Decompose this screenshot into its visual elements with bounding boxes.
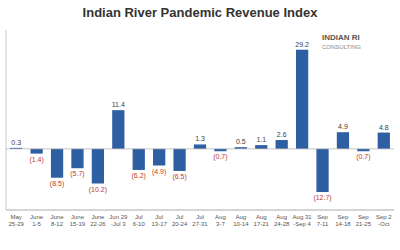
x-tick-label: June22-26	[90, 214, 106, 227]
data-label: 1.1	[256, 136, 266, 143]
data-label: 4.8	[379, 124, 389, 131]
x-tick-label: June15-19	[70, 214, 86, 227]
x-tick-label: Aug24-28	[274, 214, 290, 227]
annotation: INDIAN RI	[322, 33, 360, 42]
title: Indian River Pandemic Revenue Index	[83, 5, 319, 20]
x-tick-label: May25-29	[9, 214, 25, 227]
data-label: 1.3	[195, 135, 205, 142]
bar	[296, 50, 308, 149]
bar	[276, 140, 288, 149]
bars	[10, 50, 390, 192]
bar	[92, 149, 104, 184]
data-label: 11.4	[112, 101, 125, 108]
bar	[51, 149, 63, 178]
x-tick-label: Aug17-21	[254, 214, 270, 227]
x-tick-label: Sep 2-Oct	[376, 214, 392, 227]
x-tick-label: Jun 29-Jul 3	[109, 214, 128, 227]
x-tick-label: Sep21-25	[356, 214, 372, 227]
bar	[71, 149, 83, 168]
x-tick-label: June8-12	[51, 214, 65, 227]
bar	[255, 145, 267, 149]
data-label: 0.3	[11, 139, 21, 146]
data-label: (4.9)	[152, 168, 166, 176]
bar	[214, 149, 226, 151]
x-tick-label: Jul27-31	[192, 214, 208, 227]
x-axis-line	[6, 210, 394, 211]
bar	[31, 149, 43, 154]
data-label: (6.2)	[132, 172, 146, 180]
bar	[173, 149, 185, 171]
data-label: 29.2	[295, 41, 309, 48]
x-tick-label: Aug10-14	[233, 214, 249, 227]
data-label: (10.2)	[89, 186, 107, 194]
y-range-line	[6, 30, 7, 210]
bar	[153, 149, 165, 166]
bar	[133, 149, 145, 170]
data-label: (8.5)	[50, 180, 64, 188]
data-label: 0.5	[236, 138, 246, 145]
bar	[112, 110, 124, 149]
data-label: (0.7)	[356, 153, 370, 161]
bar	[337, 132, 349, 149]
x-tick-label: Jul6-10	[133, 214, 146, 227]
data-label: (1.4)	[29, 156, 43, 164]
zero-line	[6, 148, 394, 149]
data-label: 2.6	[277, 131, 287, 138]
data-label: (6.5)	[172, 173, 186, 181]
bar	[316, 149, 328, 192]
data-label: (5.7)	[70, 170, 84, 178]
data-label: (12.7)	[313, 194, 331, 202]
data-label: 4.9	[338, 123, 348, 130]
x-tick-label: Sep14-18	[335, 214, 351, 227]
x-tick-label: Aug3-7	[215, 214, 226, 227]
bar	[357, 149, 369, 151]
bar	[194, 144, 206, 148]
x-tick-label: Aug 31-Sep 4	[293, 214, 313, 227]
x-tick-label: Sep7-11	[317, 214, 329, 227]
data-label: (0.7)	[213, 153, 227, 161]
x-tick-label: Jul13-17	[151, 214, 167, 227]
annotation: CONSULTING	[322, 44, 361, 50]
chart: Indian River Pandemic Revenue Index 0.3 (1…	[0, 0, 400, 250]
x-tick-label: Jul20-24	[172, 214, 188, 227]
bar	[378, 133, 390, 149]
x-tick-label: June1-5	[30, 214, 44, 227]
